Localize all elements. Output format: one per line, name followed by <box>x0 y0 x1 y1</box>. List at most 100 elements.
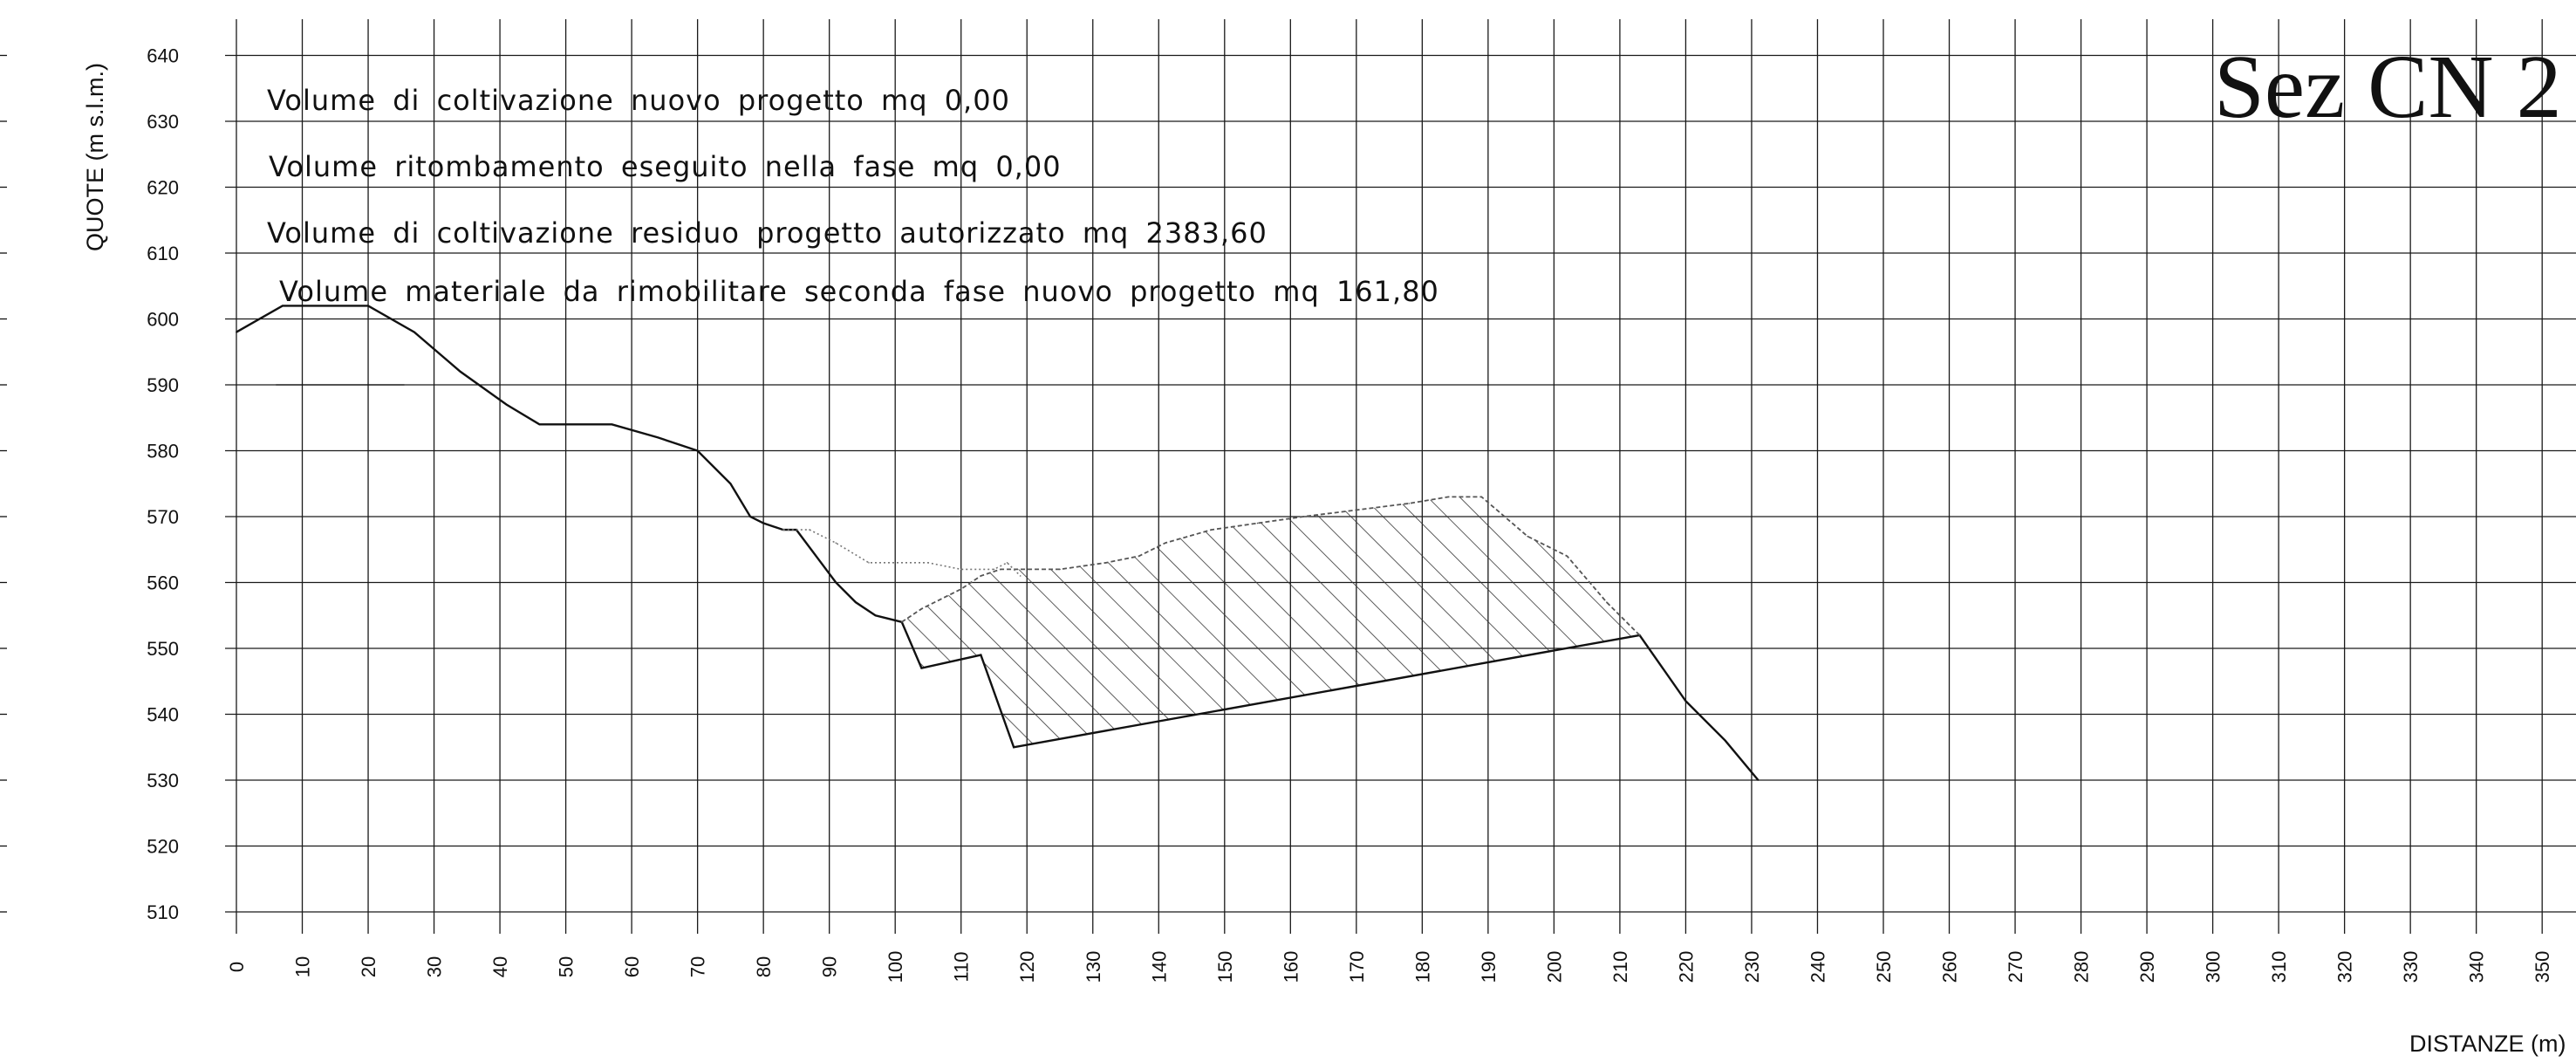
section-title: Sez CN 2 <box>2214 37 2562 137</box>
y-tick-label: 600 <box>147 309 179 331</box>
x-tick-label: 210 <box>1609 951 1631 983</box>
y-tick-label: 620 <box>147 177 179 199</box>
series-point-dashed <box>1638 634 1641 636</box>
series <box>236 305 1759 781</box>
x-tick-label: 310 <box>2268 951 2290 983</box>
x-tick-label: 300 <box>2203 951 2224 983</box>
y-tick-label: 630 <box>147 111 179 133</box>
series-point-dashed <box>920 607 923 610</box>
x-axis-title: DISTANZE (m) <box>2409 1031 2566 1057</box>
series-point-dashed <box>1210 529 1213 531</box>
x-tick-label: 260 <box>1939 951 1961 983</box>
x-tick-label: 60 <box>621 956 643 977</box>
series-line-dashed <box>901 496 1641 636</box>
series-point-dashed <box>1356 509 1357 511</box>
series-point-solid <box>729 483 732 485</box>
y-tick-label: 570 <box>147 506 179 528</box>
series-point-dashed <box>1256 522 1259 524</box>
series-point-solid <box>980 654 982 656</box>
series-point-solid <box>538 423 541 426</box>
x-tick-label: 20 <box>358 956 379 977</box>
series-point-dashed <box>1138 555 1140 558</box>
series-point-solid <box>367 305 369 307</box>
series-point-solid <box>749 516 751 517</box>
series-point-dashed <box>960 588 962 590</box>
series-point-solid <box>611 423 613 426</box>
x-tick-label: 140 <box>1148 951 1170 983</box>
x-tick-label: 0 <box>226 962 248 972</box>
x-tick-label: 230 <box>1741 951 1763 983</box>
series-point-solid <box>835 581 837 584</box>
series-point-solid <box>282 305 284 307</box>
series-point-dashed <box>1165 542 1166 544</box>
hatched-volume-region <box>901 497 1640 748</box>
series-point-solid <box>874 614 877 617</box>
series-point-solid <box>1684 700 1687 702</box>
annotation-volume-rimobilitare: Volume materiale da rimobilitare seconda… <box>279 275 1439 308</box>
x-tick-label: 290 <box>2136 951 2158 983</box>
annotation-volume-residuo-autorizzato: Volume di coltivazione residuo progetto … <box>267 216 1268 250</box>
series-line-dotted <box>782 529 1022 577</box>
series-point-dotted <box>809 529 810 531</box>
y-tick-label: 580 <box>147 441 179 462</box>
y-tick-label: 520 <box>147 836 179 858</box>
series-point-solid <box>1724 739 1726 742</box>
y-tick-label: 510 <box>147 901 179 923</box>
x-tick-label: 30 <box>424 956 446 977</box>
series-point-dotted <box>835 542 837 544</box>
y-tick-labels: 510 520 530 540 550 560 570 580 590 600 610 620 630 6… <box>147 45 179 924</box>
x-tick-label: 250 <box>1873 951 1895 983</box>
y-axis-title: QUOTE (m s.l.m.) <box>82 63 108 251</box>
series-point-dashed <box>1480 496 1483 498</box>
series-point-dashed <box>1527 535 1528 538</box>
x-tick-label: 200 <box>1543 951 1565 983</box>
series-point-dotted <box>782 529 784 531</box>
series-point-solid <box>459 371 461 373</box>
y-tick-label: 640 <box>147 45 179 67</box>
x-tick-label: 320 <box>2334 951 2356 983</box>
y-tick-label: 530 <box>147 770 179 791</box>
series-point-solid <box>855 601 857 603</box>
series-point-solid <box>762 522 764 524</box>
x-tick-label: 220 <box>1675 951 1697 983</box>
x-tick-label: 240 <box>1807 951 1828 983</box>
series-point-dashed <box>900 621 903 623</box>
x-tick-label: 90 <box>819 956 841 977</box>
x-tick-label: 190 <box>1478 951 1500 983</box>
series-point-dotted <box>868 562 870 564</box>
x-tick-label: 180 <box>1411 951 1433 983</box>
annotation-volume-ritombamento: Volume ritombamento eseguito nella fase … <box>269 150 1062 183</box>
series-point-solid <box>920 667 923 669</box>
annotation-volume-coltivazione-nuovo: Volume di coltivazione nuovo progetto mq… <box>267 84 1010 117</box>
x-tick-label: 270 <box>2005 951 2026 983</box>
x-tick-labels: 0 10 20 30 40 50 60 70 80 90 100 110 120 130 140 150 160… <box>226 951 2553 983</box>
series-point-dashed <box>1059 568 1061 571</box>
x-tick-label: 50 <box>556 956 577 977</box>
x-tick-label: 350 <box>2532 951 2553 983</box>
y-tick-label: 610 <box>147 243 179 264</box>
series-point-dashed <box>980 575 982 577</box>
series-point-dashed <box>1302 516 1305 517</box>
y-tick-label: 550 <box>147 638 179 660</box>
x-tick-label: 170 <box>1346 951 1368 983</box>
series-point-solid <box>236 331 237 333</box>
x-tick-label: 40 <box>489 956 511 977</box>
series-point-dotted <box>993 568 995 571</box>
series-point-dashed <box>1606 601 1608 603</box>
series-point-dashed <box>1000 568 1001 571</box>
series-point-dashed <box>1105 562 1107 564</box>
series-point-dashed <box>1566 555 1568 558</box>
x-tick-label: 340 <box>2466 951 2488 983</box>
x-tick-label: 70 <box>687 956 709 977</box>
series-point-solid <box>815 555 817 558</box>
x-tick-label: 130 <box>1083 951 1104 983</box>
series-point-dotted <box>1006 562 1008 564</box>
series-point-dashed <box>1408 503 1411 504</box>
x-tick-label: 280 <box>2071 951 2093 983</box>
x-tick-label: 100 <box>885 951 906 983</box>
series-point-solid <box>657 436 659 439</box>
x-tick-label: 110 <box>951 951 973 982</box>
x-tick-label: 150 <box>1214 951 1236 983</box>
grid <box>225 19 2576 934</box>
